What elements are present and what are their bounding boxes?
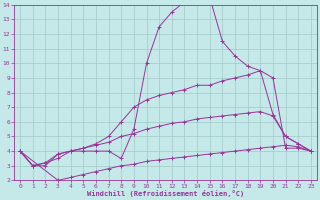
X-axis label: Windchill (Refroidissement éolien,°C): Windchill (Refroidissement éolien,°C) bbox=[87, 190, 244, 197]
